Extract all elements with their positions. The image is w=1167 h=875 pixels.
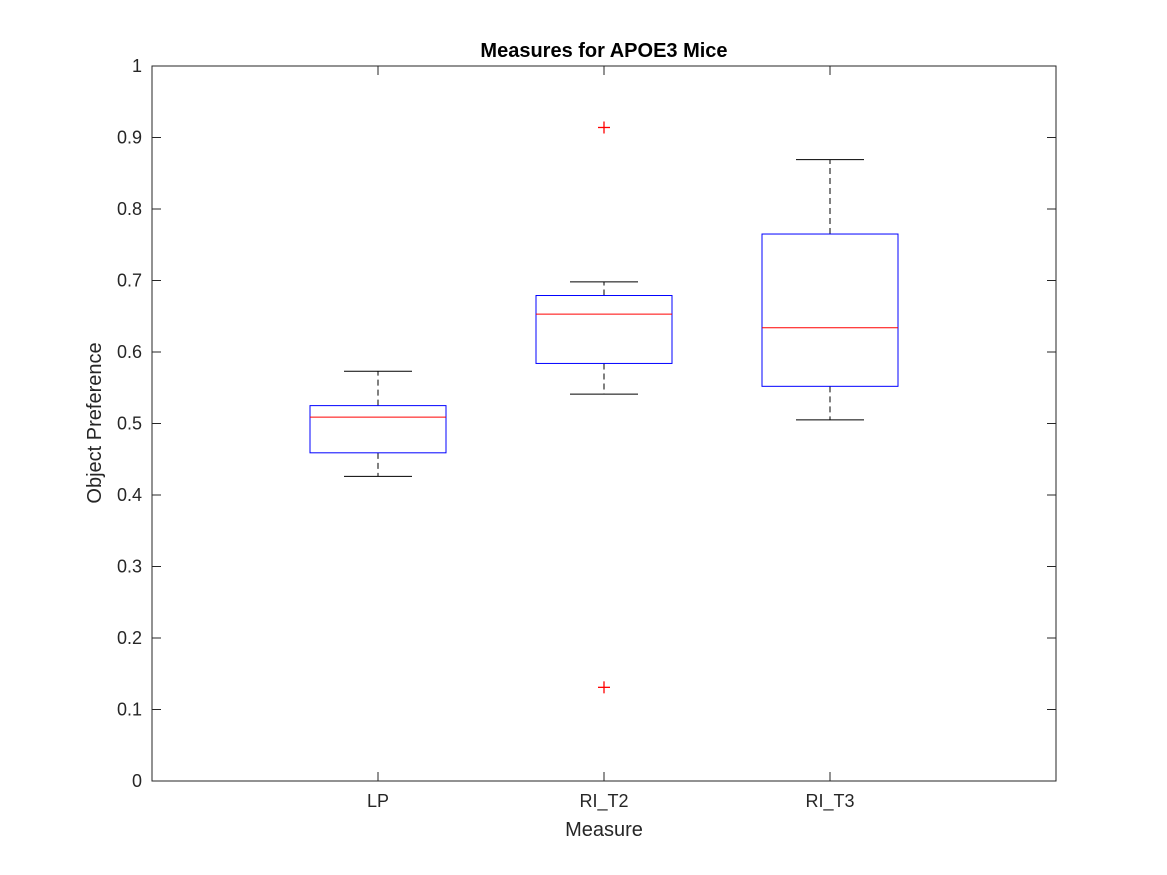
box-RI_T3 <box>761 159 899 421</box>
plot-area <box>151 65 1057 782</box>
y-tick-label: 0.4 <box>117 485 142 505</box>
y-tick-label: 1 <box>132 56 142 76</box>
boxes-layer <box>309 121 899 694</box>
box-LP <box>309 370 447 477</box>
y-tick-label: 0.8 <box>117 199 142 219</box>
y-tick-label: 0.6 <box>117 342 142 362</box>
x-tick-label: RI_T3 <box>805 791 854 812</box>
y-tick-label: 0.2 <box>117 628 142 648</box>
iqr-box <box>761 233 899 387</box>
outlier-marker <box>598 681 610 694</box>
y-tick-label: 0.5 <box>117 414 142 434</box>
x-axis-label: Measure <box>565 819 643 841</box>
y-tick-label: 0.3 <box>117 557 142 577</box>
iqr-box <box>535 295 673 364</box>
y-tick-label: 0.1 <box>117 700 142 720</box>
y-tick-label: 0.9 <box>117 128 142 148</box>
x-tick-label: LP <box>367 791 389 811</box>
y-tick-label: 0 <box>132 771 142 791</box>
chart-title: Measures for APOE3 Mice <box>480 40 727 62</box>
ticks-layer: 0 0.1 0.2 0.3 0.4 0.5 0.6 0.7 0.8 0.9 1 LP RI_T2 RI_T… <box>117 56 1056 812</box>
box-RI_T2 <box>535 121 673 694</box>
x-tick-label: RI_T2 <box>579 791 628 812</box>
outlier-marker <box>598 121 610 134</box>
iqr-box <box>309 405 447 454</box>
y-axis-label: Object Preference <box>84 342 106 503</box>
y-tick-label: 0.7 <box>117 271 142 291</box>
